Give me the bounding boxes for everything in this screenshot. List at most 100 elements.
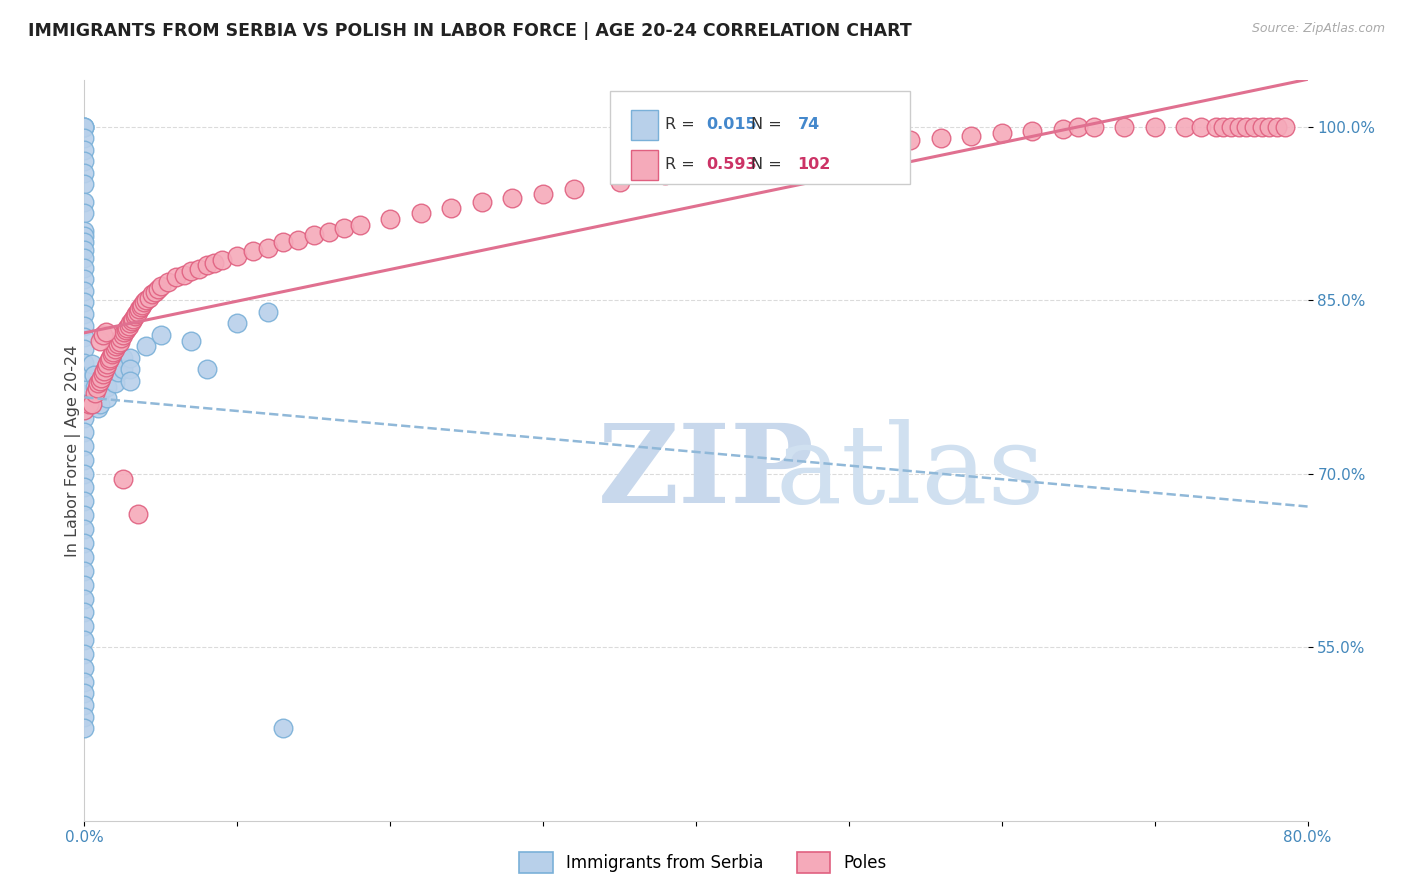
Point xyxy=(73,295,96,310)
Point xyxy=(73,698,96,712)
Point xyxy=(73,647,96,661)
Point xyxy=(440,201,463,215)
Point xyxy=(202,256,225,270)
Point xyxy=(149,279,172,293)
Point xyxy=(127,304,149,318)
Point xyxy=(111,362,134,376)
Point xyxy=(121,314,143,328)
Point xyxy=(96,357,118,371)
Point xyxy=(73,633,96,648)
Point xyxy=(287,233,309,247)
Point xyxy=(89,374,111,388)
Point xyxy=(211,252,233,267)
Point xyxy=(73,206,96,220)
Point xyxy=(226,316,249,330)
Point xyxy=(141,287,163,301)
Point xyxy=(98,351,121,365)
Point xyxy=(73,411,96,425)
Point xyxy=(807,145,830,159)
Point xyxy=(73,384,96,398)
Point xyxy=(89,334,111,348)
Text: 0.015: 0.015 xyxy=(706,118,756,132)
Point xyxy=(1189,120,1212,134)
Point xyxy=(96,380,118,394)
Point xyxy=(195,362,218,376)
Point xyxy=(111,327,134,342)
Point xyxy=(242,244,264,259)
Point xyxy=(73,467,96,481)
Point xyxy=(73,564,96,578)
Point xyxy=(838,140,860,154)
Point xyxy=(111,472,134,486)
Point xyxy=(120,362,142,376)
Point xyxy=(1143,120,1166,134)
Point xyxy=(149,327,172,342)
Point xyxy=(73,342,96,356)
Text: R =: R = xyxy=(665,118,700,132)
Text: IMMIGRANTS FROM SERBIA VS POLISH IN LABOR FORCE | AGE 20-24 CORRELATION CHART: IMMIGRANTS FROM SERBIA VS POLISH IN LABO… xyxy=(28,22,912,40)
Point xyxy=(107,337,129,351)
Point xyxy=(73,397,96,411)
Point xyxy=(73,272,96,286)
Point xyxy=(73,403,96,417)
Text: atlas: atlas xyxy=(776,419,1045,526)
Point xyxy=(89,397,111,411)
Point xyxy=(73,549,96,564)
Point xyxy=(409,206,432,220)
Point xyxy=(1243,120,1265,134)
Point xyxy=(94,326,117,340)
Point xyxy=(73,178,96,192)
Point xyxy=(135,339,157,353)
Point xyxy=(146,281,169,295)
Point xyxy=(122,311,145,326)
Point xyxy=(110,331,132,345)
Point xyxy=(87,401,110,415)
Text: 102: 102 xyxy=(797,157,831,172)
Text: N =: N = xyxy=(751,157,787,172)
Point xyxy=(173,268,195,282)
Text: R =: R = xyxy=(665,157,700,172)
Point xyxy=(73,355,96,369)
Point xyxy=(120,351,142,365)
Point xyxy=(188,261,211,276)
Point xyxy=(73,619,96,633)
Point xyxy=(73,452,96,467)
Point xyxy=(73,686,96,700)
Point xyxy=(195,259,218,273)
Point xyxy=(1174,120,1197,134)
Point xyxy=(869,136,891,150)
Point xyxy=(101,347,124,361)
Point xyxy=(118,318,141,333)
Point xyxy=(73,508,96,523)
Point xyxy=(73,494,96,508)
FancyBboxPatch shape xyxy=(631,150,658,179)
Point xyxy=(132,295,155,310)
Point xyxy=(1067,120,1090,134)
Point xyxy=(73,284,96,298)
Point xyxy=(180,334,202,348)
Point xyxy=(73,252,96,266)
Point xyxy=(271,235,294,250)
Point xyxy=(84,385,107,400)
Point xyxy=(654,168,676,182)
Point xyxy=(105,339,128,353)
Point xyxy=(73,154,96,169)
Point xyxy=(108,334,131,349)
Point xyxy=(73,709,96,723)
Point xyxy=(165,269,187,284)
Point xyxy=(73,591,96,606)
Point xyxy=(128,302,150,317)
Point xyxy=(531,186,554,201)
Text: N =: N = xyxy=(751,118,787,132)
Point xyxy=(502,191,524,205)
Point xyxy=(960,128,983,143)
Point xyxy=(991,127,1014,141)
Point xyxy=(318,225,340,239)
Point xyxy=(73,260,96,275)
Point xyxy=(380,212,402,227)
Point xyxy=(73,120,96,134)
Point xyxy=(73,661,96,675)
Point xyxy=(1212,120,1234,134)
Point xyxy=(89,385,111,400)
Point xyxy=(471,194,494,209)
